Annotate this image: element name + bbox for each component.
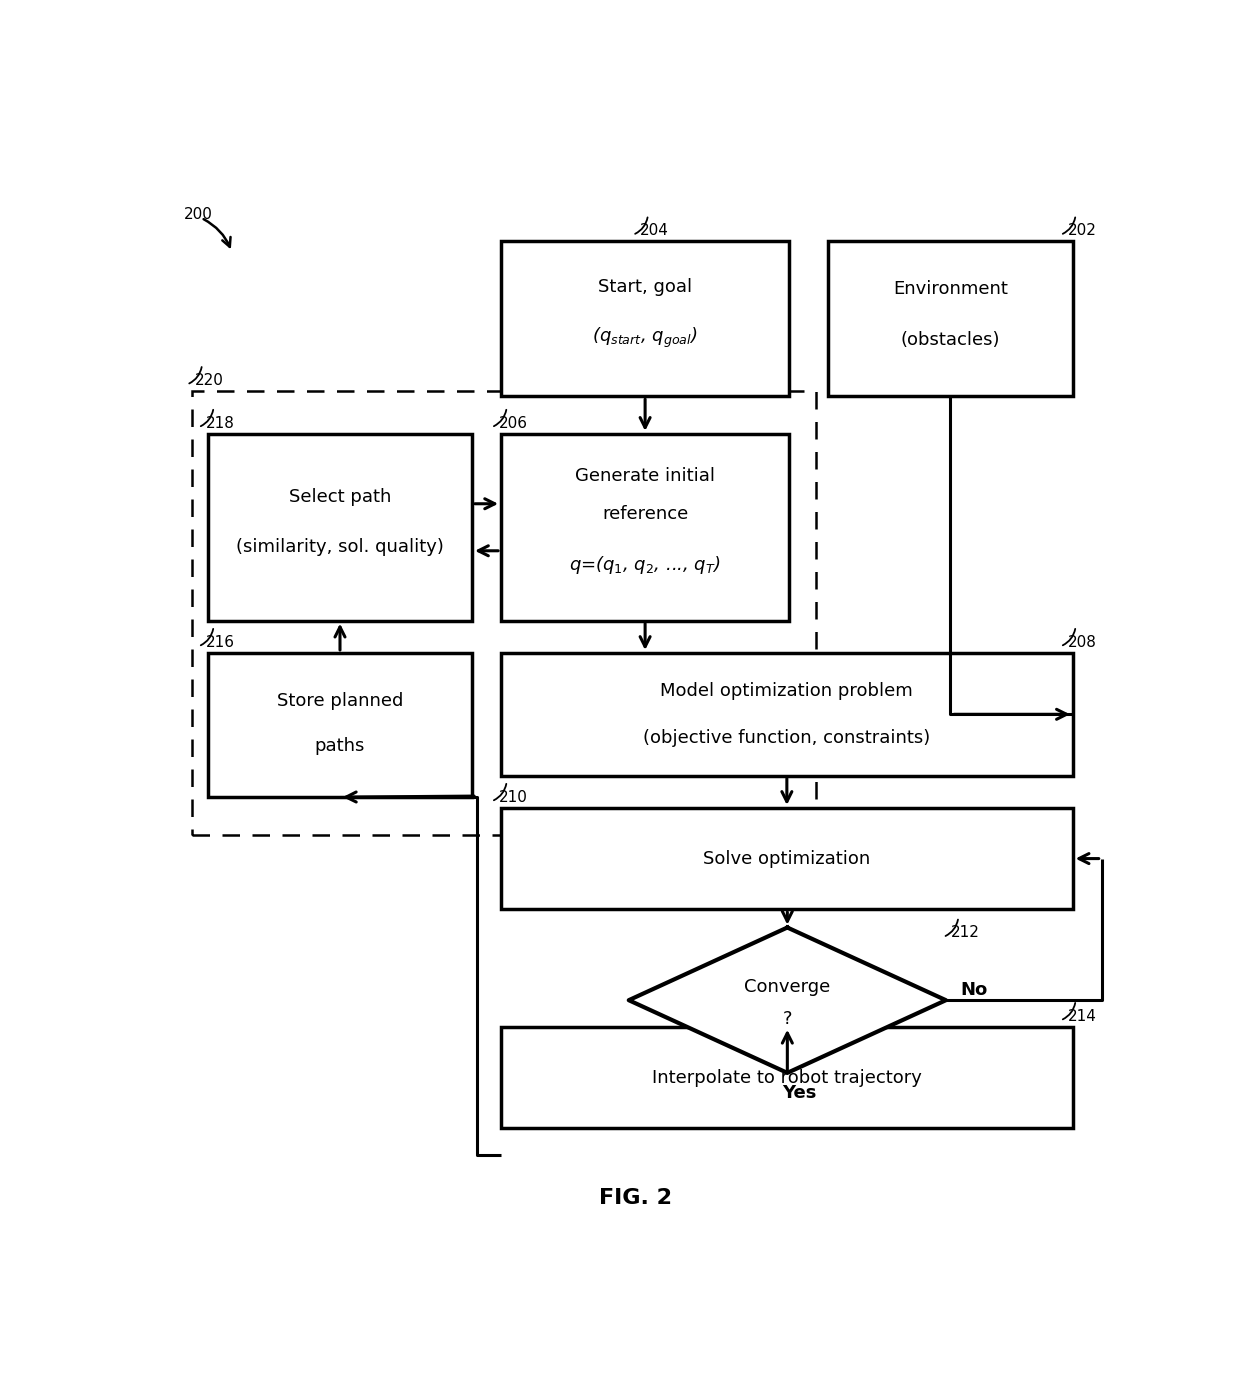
Text: ($q_{start}$, $q_{goal}$): ($q_{start}$, $q_{goal}$): [593, 326, 698, 350]
Text: 216: 216: [206, 634, 234, 650]
Text: Model optimization problem: Model optimization problem: [661, 682, 913, 700]
Text: Generate initial: Generate initial: [575, 466, 715, 484]
FancyBboxPatch shape: [828, 242, 1073, 397]
Text: No: No: [960, 980, 987, 998]
FancyBboxPatch shape: [501, 652, 1073, 776]
Text: Solve optimization: Solve optimization: [703, 849, 870, 868]
Polygon shape: [629, 927, 946, 1073]
Text: reference: reference: [601, 505, 688, 523]
FancyBboxPatch shape: [501, 808, 1073, 909]
FancyBboxPatch shape: [208, 434, 472, 620]
Text: 220: 220: [195, 373, 223, 387]
Text: Converge: Converge: [744, 979, 831, 997]
Text: Yes: Yes: [781, 1084, 816, 1102]
Text: 214: 214: [1068, 1009, 1097, 1024]
Text: 210: 210: [498, 790, 528, 805]
Text: Select path: Select path: [289, 489, 391, 507]
Text: FIG. 2: FIG. 2: [599, 1188, 672, 1208]
Text: 202: 202: [1068, 223, 1097, 239]
Text: Store planned: Store planned: [277, 693, 403, 711]
Text: ?: ?: [782, 1010, 792, 1029]
Text: Interpolate to robot trajectory: Interpolate to robot trajectory: [652, 1069, 921, 1087]
Text: 204: 204: [640, 223, 670, 239]
FancyBboxPatch shape: [501, 242, 789, 397]
FancyBboxPatch shape: [501, 434, 789, 620]
FancyBboxPatch shape: [208, 652, 472, 797]
Text: (obstacles): (obstacles): [900, 332, 999, 350]
Text: (objective function, constraints): (objective function, constraints): [644, 729, 930, 747]
Text: 212: 212: [951, 926, 980, 940]
Text: 218: 218: [206, 415, 234, 430]
Text: Start, goal: Start, goal: [598, 278, 692, 296]
Text: $q$=($q_1$, $q_2$, ..., $q_T$): $q$=($q_1$, $q_2$, ..., $q_T$): [569, 554, 720, 576]
Text: 208: 208: [1068, 634, 1097, 650]
Text: 206: 206: [498, 415, 528, 430]
Text: 200: 200: [184, 207, 213, 222]
Text: (similarity, sol. quality): (similarity, sol. quality): [236, 537, 444, 555]
Text: paths: paths: [315, 737, 365, 755]
FancyBboxPatch shape: [501, 1027, 1073, 1128]
Text: Environment: Environment: [893, 280, 1008, 298]
